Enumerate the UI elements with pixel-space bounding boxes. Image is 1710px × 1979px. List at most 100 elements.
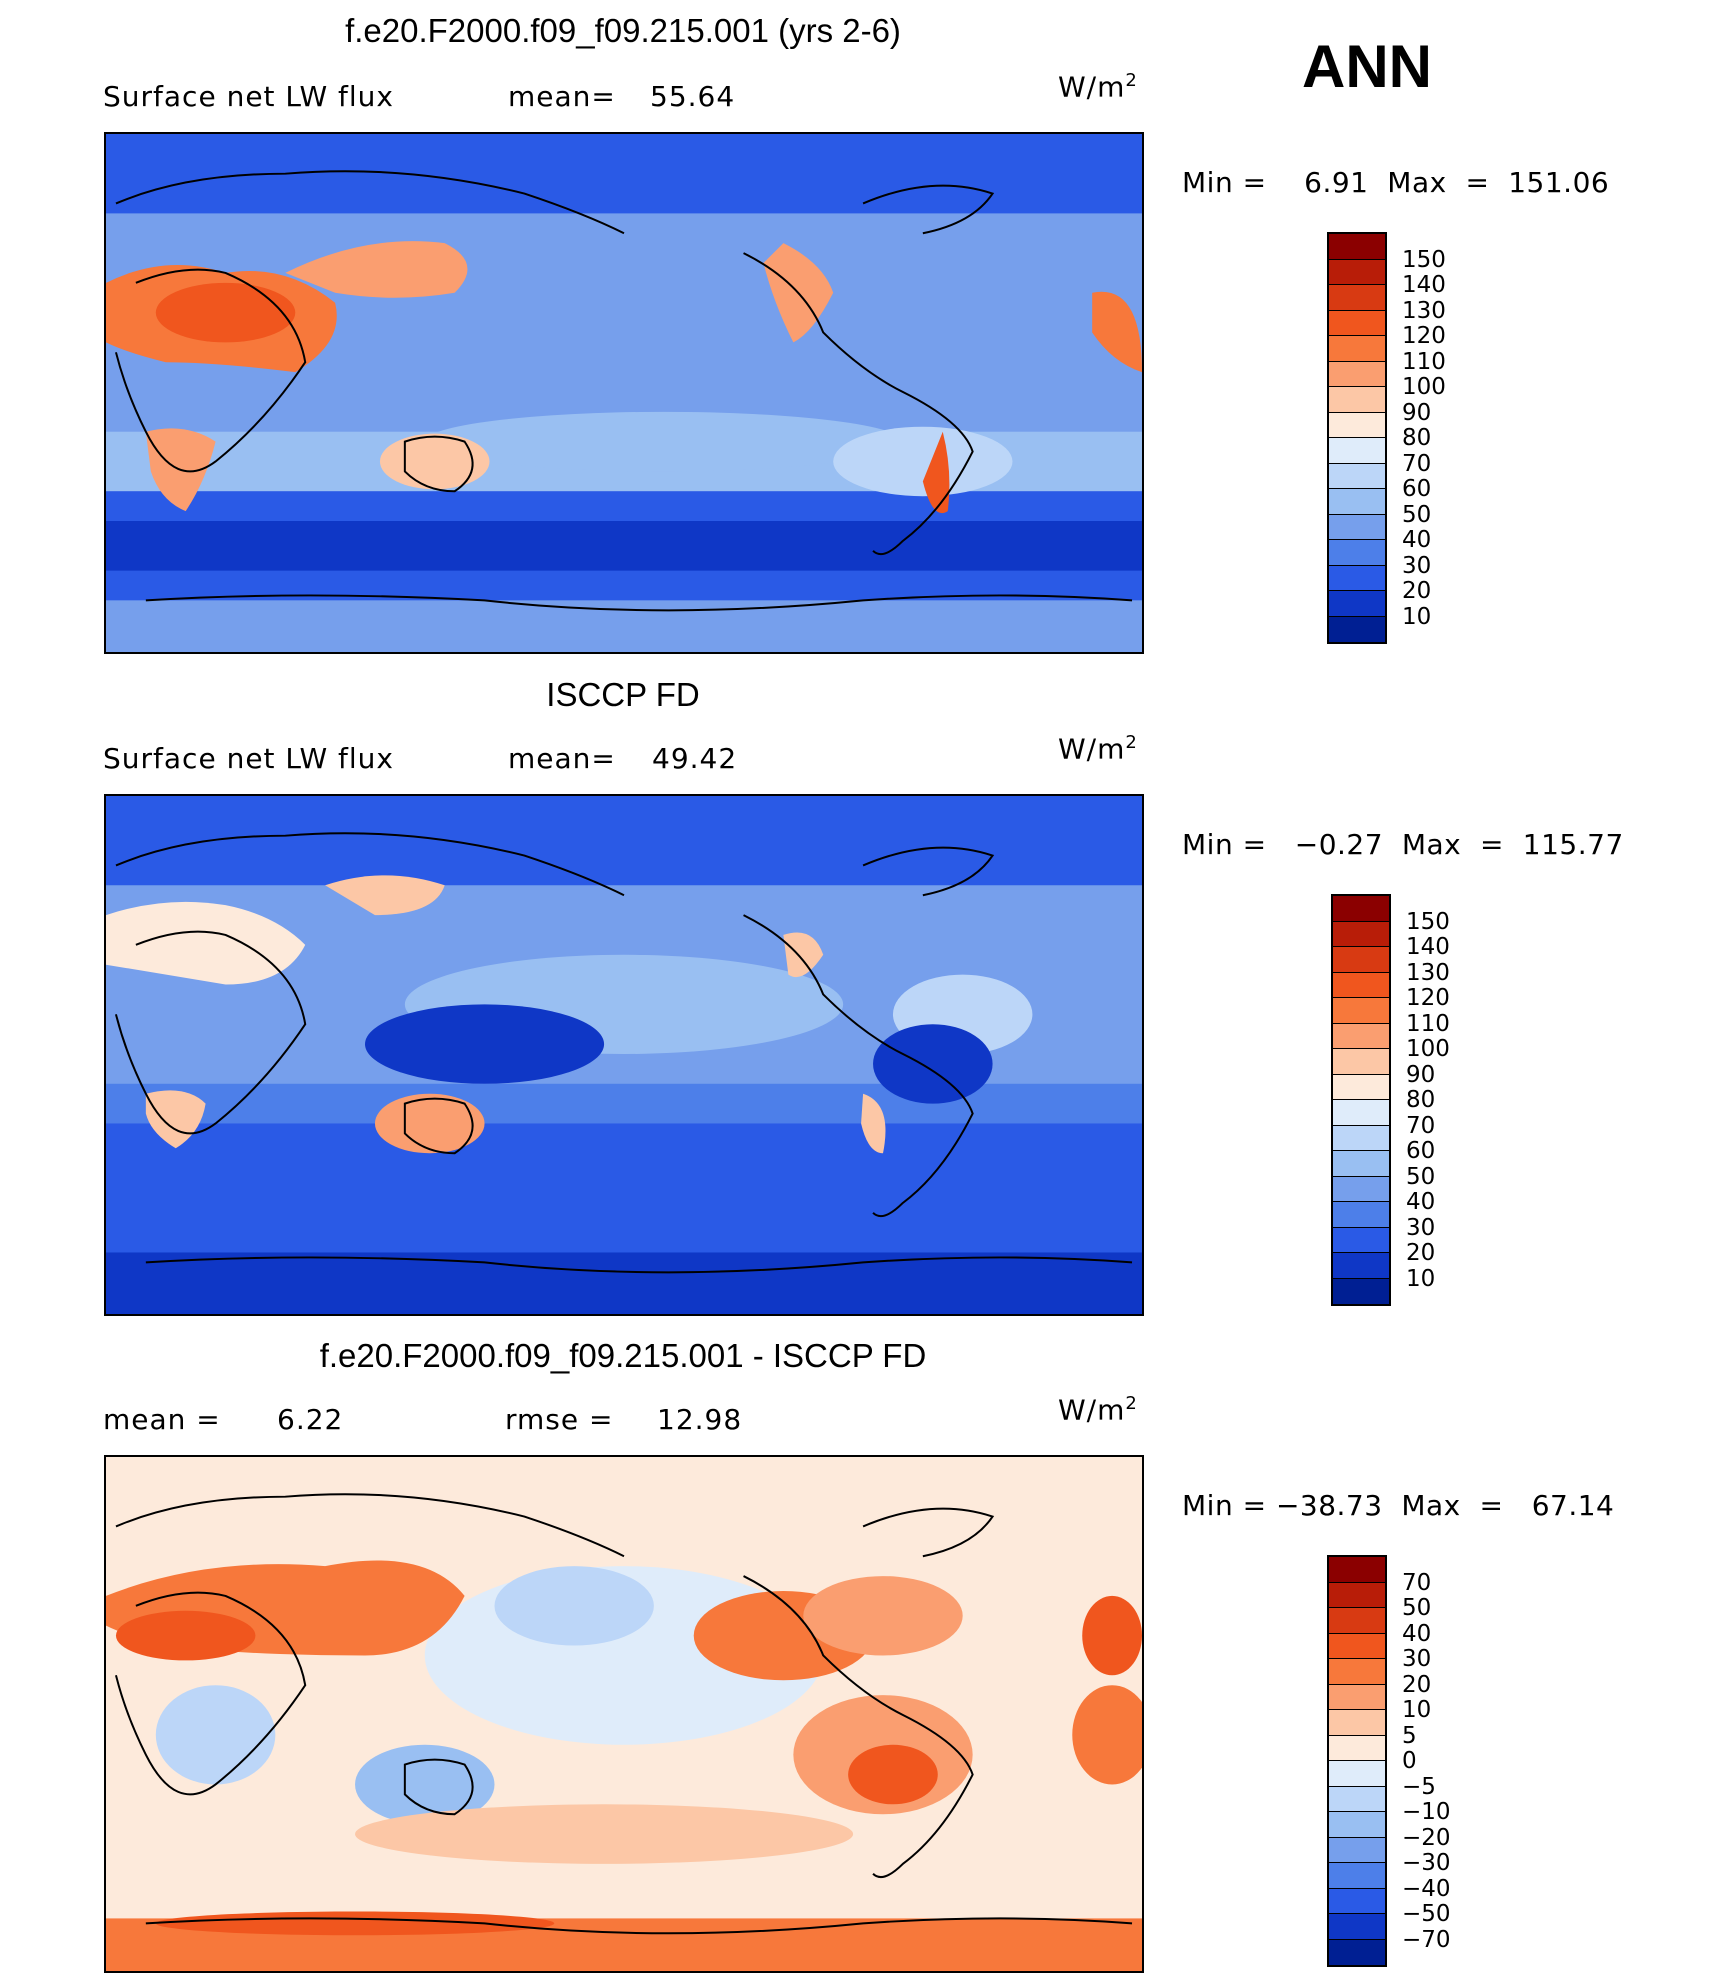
colorbar-tick-label: 110 (1406, 1010, 1450, 1037)
colorbar-swatch (1333, 1049, 1389, 1075)
colorbar-swatch (1329, 1582, 1385, 1608)
colorbar-tick-label: 50 (1406, 1163, 1436, 1190)
panel-mean-value: 55.64 (650, 80, 736, 113)
colorbar-swatch (1329, 489, 1385, 515)
panel-title-obs: ISCCP FD (546, 676, 700, 713)
colorbar-tick-label: 40 (1406, 1189, 1436, 1215)
colorbar-swatch (1329, 1812, 1385, 1838)
colorbar-tick-label: −20 (1402, 1824, 1451, 1851)
season-label: ANN (1302, 33, 1432, 100)
colorbar-tick-label: 150 (1402, 246, 1446, 273)
colorbar-swatch (1333, 1176, 1389, 1202)
colorbar-swatch (1329, 361, 1385, 387)
panel-minmax: Min = −38.73 Max = 67.14 (1182, 1489, 1615, 1522)
colorbar-tick-label: −70 (1402, 1926, 1451, 1953)
colorbar-tick-label: 70 (1406, 1112, 1436, 1139)
panel-rmse-label: rmse = (505, 1403, 614, 1436)
colorbar-tick-label: 0 (1402, 1748, 1417, 1774)
colorbar-swatch (1333, 947, 1389, 973)
colorbar-swatch (1329, 463, 1385, 489)
colorbar-tick-label: −50 (1402, 1901, 1451, 1927)
colorbar-tick-label: −30 (1402, 1850, 1451, 1876)
colorbar-tick-label: 80 (1406, 1087, 1436, 1113)
colorbar-swatch (1333, 998, 1389, 1024)
colorbar-swatch (1333, 1023, 1389, 1049)
colorbar-swatch (1329, 1684, 1385, 1710)
panel-variable-label: Surface net LW flux (103, 742, 394, 775)
colorbar-tick-label: 120 (1406, 985, 1450, 1011)
colorbar-tick-label: 40 (1402, 1620, 1432, 1647)
colorbar-tick-label: 5 (1402, 1722, 1417, 1749)
colorbar-tick-label: 80 (1402, 425, 1432, 451)
colorbar-swatch (1329, 591, 1385, 617)
colorbar-swatch (1329, 438, 1385, 464)
colorbar-swatch (1333, 921, 1389, 947)
colorbar-swatch (1329, 412, 1385, 438)
colorbar-swatch (1329, 1939, 1385, 1965)
colorbar-swatch (1329, 285, 1385, 311)
colorbar-tick-label: 60 (1406, 1138, 1436, 1164)
colorbar-swatch (1329, 514, 1385, 540)
colorbar-swatch (1329, 1761, 1385, 1787)
colorbar-tick-label: 140 (1406, 934, 1450, 960)
colorbar-swatch (1329, 1735, 1385, 1761)
colorbar-swatch (1329, 616, 1385, 642)
colorbar-tick-label: 10 (1402, 603, 1432, 630)
colorbar-tick-label: 20 (1406, 1240, 1436, 1266)
colorbar-tick-label: 50 (1402, 1595, 1432, 1621)
colorbar-tick-label: 30 (1402, 1646, 1432, 1672)
colorbar-tick-label: 90 (1402, 399, 1432, 426)
colorbar-tick-label: 30 (1402, 552, 1432, 579)
map-difference (104, 1455, 1144, 1973)
colorbar-swatch (1329, 310, 1385, 336)
colorbar-swatch (1333, 896, 1389, 922)
colorbar-swatch (1329, 1786, 1385, 1812)
panel-mean-label: mean = (103, 1403, 221, 1436)
panel-minmax: Min = 6.91 Max = 151.06 (1182, 166, 1610, 199)
colorbar-swatch (1329, 1557, 1385, 1583)
colorbar-swatch (1333, 1100, 1389, 1126)
colorbar-tick-label: 120 (1402, 323, 1446, 349)
panel-mean-label: mean= (508, 742, 616, 775)
panel-mean-value: 49.42 (652, 742, 738, 775)
colorbar-swatch (1329, 1914, 1385, 1940)
map-obs (104, 794, 1144, 1316)
panel-title-model: f.e20.F2000.f09_f09.215.001 (yrs 2-6) (345, 12, 901, 49)
colorbar-swatch (1329, 336, 1385, 362)
colorbar-swatch (1329, 1837, 1385, 1863)
panel-title-diff: f.e20.F2000.f09_f09.215.001 - ISCCP FD (319, 1337, 927, 1374)
panel-units: W/m2 (1058, 732, 1138, 766)
colorbar-swatch (1333, 1278, 1389, 1304)
colorbar-tick-label: −10 (1402, 1799, 1451, 1825)
panel-minmax: Min = −0.27 Max = 115.77 (1182, 828, 1624, 861)
colorbar-tick-label: 20 (1402, 578, 1432, 604)
colorbar-tick-label: 130 (1406, 959, 1450, 986)
colorbar-swatch (1333, 1125, 1389, 1151)
colorbar-swatch (1333, 1227, 1389, 1253)
colorbar-swatch (1333, 1074, 1389, 1100)
colorbar-tick-label: 100 (1402, 374, 1446, 400)
colorbar-tick-label: 10 (1406, 1265, 1436, 1292)
colorbar-swatch (1329, 1608, 1385, 1634)
colorbar-swatch (1333, 1253, 1389, 1279)
colorbar-tick-label: 50 (1402, 501, 1432, 528)
colorbar-tick-label: 130 (1402, 297, 1446, 324)
panel-rmse-value: 12.98 (657, 1403, 743, 1436)
colorbar-swatch (1329, 1710, 1385, 1736)
colorbar-tick-label: 70 (1402, 450, 1432, 477)
colorbar-tick-label: 100 (1406, 1036, 1450, 1062)
colorbar-swatch (1329, 234, 1385, 260)
colorbar-swatch (1329, 387, 1385, 413)
colorbar-obs (1331, 894, 1391, 1306)
colorbar-difference (1327, 1555, 1387, 1967)
colorbar-tick-label: 20 (1402, 1671, 1432, 1698)
colorbar-tick-label: 150 (1406, 908, 1450, 935)
panel-units: W/m2 (1058, 70, 1138, 104)
colorbar-swatch (1329, 565, 1385, 591)
colorbar-swatch (1329, 1659, 1385, 1685)
colorbar-tick-label: 110 (1402, 348, 1446, 375)
colorbar-swatch (1329, 1633, 1385, 1659)
colorbar-tick-label: 30 (1406, 1214, 1436, 1241)
colorbar-tick-label: 10 (1402, 1697, 1432, 1723)
colorbar-tick-label: 70 (1402, 1569, 1432, 1596)
